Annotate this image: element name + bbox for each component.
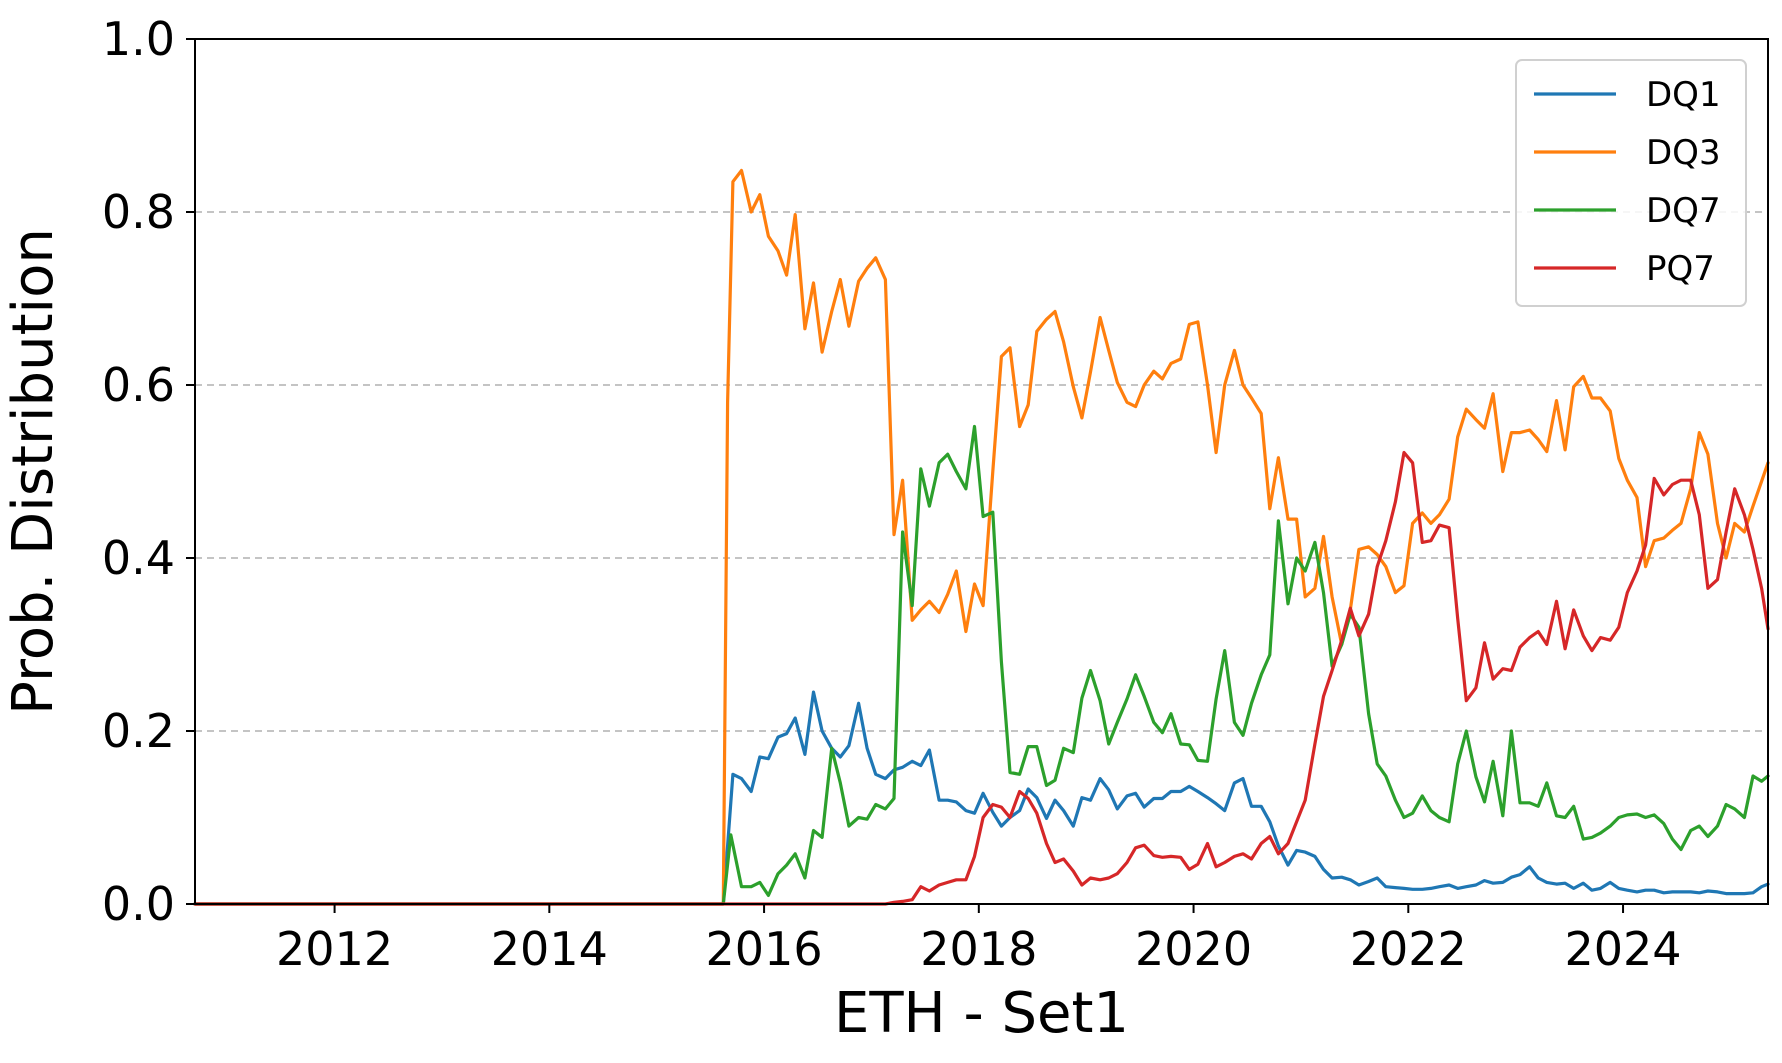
series-line-dq3 [193, 168, 1770, 906]
legend: DQ1 DQ3 DQ7 PQ7 [1515, 59, 1747, 307]
x-axis-title: ETH - Set1 [834, 981, 1129, 1046]
x-tick-label: 2024 [1565, 922, 1682, 976]
legend-label: PQ7 [1646, 249, 1715, 289]
series-line-dq7 [193, 424, 1770, 906]
legend-label: DQ1 [1646, 75, 1721, 115]
x-tick-label: 2012 [276, 922, 393, 976]
y-tick-label: 1.0 [102, 12, 175, 66]
plot-frame [194, 38, 1769, 905]
x-tick-label: 2014 [491, 922, 608, 976]
y-tick-label: 0.0 [102, 877, 175, 931]
y-tick-label: 0.6 [102, 358, 175, 412]
y-tick-label: 0.8 [102, 185, 175, 239]
y-axis-title: Prob. Distribution [1, 228, 66, 715]
y-tick-label: 0.4 [102, 531, 175, 585]
legend-box [1515, 59, 1747, 307]
x-tick-label: 2016 [706, 922, 823, 976]
x-tick-label: 2018 [920, 922, 1037, 976]
gridlines [195, 211, 1768, 732]
x-tick-label: 2022 [1350, 922, 1467, 976]
series-line-dq1 [193, 690, 1770, 906]
series-line-pq7 [193, 450, 1770, 906]
legend-label: DQ7 [1646, 191, 1721, 231]
axis-ticks: 0.0 0.2 0.4 0.6 0.8 1.0 2012 2014 2016 2018 2020 20… [102, 12, 1682, 976]
series-lines [193, 168, 1770, 906]
legend-label: DQ3 [1646, 133, 1721, 173]
x-tick-label: 2020 [1135, 922, 1252, 976]
y-tick-label: 0.2 [102, 704, 175, 758]
